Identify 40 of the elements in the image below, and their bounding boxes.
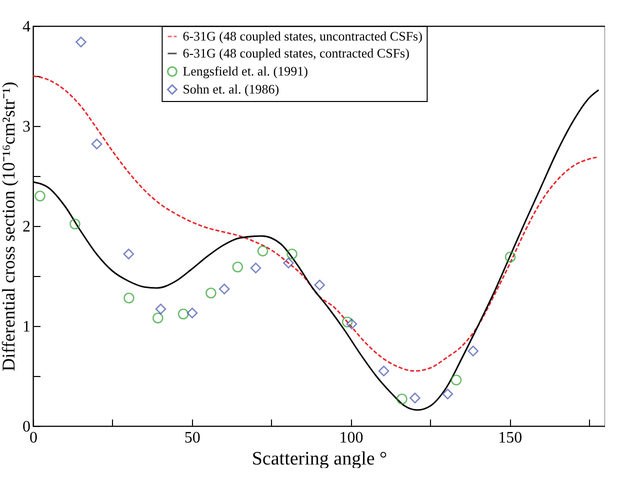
- point: [206, 288, 216, 298]
- point: [442, 388, 454, 400]
- point: [286, 248, 298, 260]
- point: [186, 308, 198, 318]
- point: [124, 292, 134, 304]
- point: [250, 262, 262, 274]
- x-tick-label: 50: [184, 430, 200, 446]
- point: [257, 246, 268, 256]
- y-tick-label: 4: [22, 18, 30, 36]
- point: [378, 366, 390, 376]
- y-axis-title: Differential cross section (10⁻¹⁶cm²str⁻¹): [0, 82, 18, 372]
- point: [218, 284, 230, 294]
- legend-label: Sohn et. al. (1986): [182, 82, 280, 96]
- point: [76, 36, 86, 48]
- point: [450, 374, 462, 386]
- point: [123, 248, 134, 260]
- point: [342, 316, 353, 328]
- legend-label: Lengsfield et. al. (1991): [182, 64, 308, 78]
- point: [410, 392, 420, 404]
- x-tick-label: 150: [498, 430, 522, 446]
- y-tick-label: 3: [22, 118, 30, 136]
- point: [232, 262, 244, 272]
- point: [152, 312, 164, 324]
- point: [314, 280, 326, 290]
- point: [91, 138, 102, 150]
- y-tick-label: 1: [22, 318, 30, 336]
- y-tick-label: 2: [22, 218, 30, 236]
- y-tick-label: 0: [22, 418, 30, 436]
- point: [155, 304, 166, 314]
- x-tick-label: 100: [339, 430, 364, 446]
- point: [346, 318, 358, 330]
- legend-label: 6-31G (48 coupled states, uncontracted CSFs): [182, 28, 422, 44]
- point: [504, 252, 516, 262]
- point: [178, 308, 189, 320]
- point: [396, 394, 408, 404]
- point: [283, 258, 294, 268]
- legend-label: 6-31G (48 coupled states, contracted CSFs): [182, 46, 410, 60]
- point: [70, 218, 80, 230]
- point: [34, 190, 46, 202]
- point: [468, 346, 479, 356]
